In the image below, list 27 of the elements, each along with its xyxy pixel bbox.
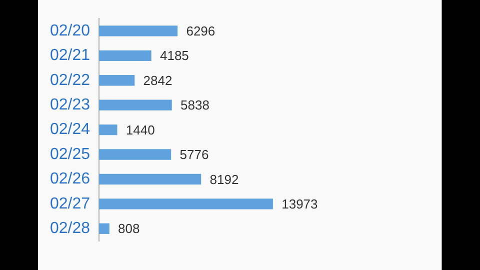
y-tick-label: 02/28 [50, 220, 90, 238]
y-tick-label: 02/23 [50, 96, 90, 114]
y-tick-label: 02/22 [50, 72, 90, 89]
y-tick-label: 02/26 [50, 170, 90, 188]
bar [99, 26, 178, 36]
data-label: 13973 [282, 196, 318, 212]
data-label: 2842 [143, 72, 172, 88]
bar [99, 50, 152, 61]
y-tick-label: 02/27 [50, 195, 90, 212]
y-tick-label: 02/21 [50, 47, 90, 64]
bar [99, 149, 172, 160]
bar [99, 75, 135, 86]
data-label: 6296 [186, 24, 216, 39]
y-tick-label: 02/20 [50, 22, 90, 40]
y-tick-label: 02/24 [50, 121, 90, 138]
data-label: 1440 [126, 122, 155, 138]
data-label: 8192 [210, 172, 239, 187]
data-label: 4185 [160, 48, 189, 64]
bar [99, 100, 172, 110]
bar [99, 223, 110, 234]
data-label: 5838 [180, 98, 210, 113]
bar [99, 124, 118, 136]
data-label: 5776 [180, 147, 209, 162]
y-tick-label: 02/25 [50, 146, 90, 163]
bar [99, 174, 202, 185]
bar [99, 198, 273, 210]
data-label: 808 [118, 221, 140, 236]
